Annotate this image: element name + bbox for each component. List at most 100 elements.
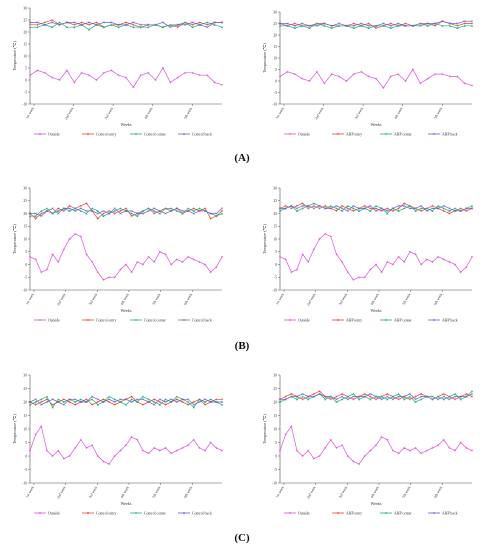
- data-point: [141, 403, 145, 406]
- y-tick-label: 25: [23, 18, 27, 22]
- x-tick-label: 4th week: [394, 106, 404, 119]
- data-point: [183, 23, 187, 26]
- data-point: [85, 212, 88, 215]
- legend-item: AHP entry: [332, 318, 362, 322]
- data-point: [169, 398, 173, 401]
- data-point: [312, 392, 315, 395]
- data-point: [341, 204, 344, 207]
- data-point: [389, 75, 392, 78]
- data-point: [192, 207, 195, 210]
- legend-item: Control back: [178, 318, 212, 322]
- data-point: [209, 217, 212, 220]
- data-point: [51, 18, 54, 22]
- data-point: [102, 460, 105, 463]
- legend-label: AHP entry: [346, 132, 362, 136]
- data-point: [153, 400, 156, 403]
- data-point: [404, 24, 407, 27]
- y-tick-label: 20: [273, 33, 277, 37]
- data-point: [65, 26, 69, 29]
- data-point: [192, 438, 195, 441]
- data-point: [278, 207, 282, 210]
- data-point: [380, 398, 383, 401]
- series-line: [30, 207, 223, 217]
- x-tick-label: 2nd week: [56, 292, 67, 306]
- data-point: [463, 82, 466, 85]
- series-control-back: [28, 395, 224, 406]
- data-point: [437, 395, 440, 398]
- x-tick-label: 6th week: [183, 292, 193, 305]
- y-axis-title: Temperature (℃): [12, 41, 17, 71]
- data-point: [34, 212, 37, 215]
- legend-label: Control center: [144, 132, 167, 136]
- data-point: [329, 204, 332, 207]
- data-point: [352, 395, 355, 398]
- data-point: [346, 454, 349, 458]
- data-point: [192, 406, 195, 409]
- data-point: [136, 260, 139, 264]
- legend-label: AHP back: [442, 132, 458, 136]
- data-point: [414, 395, 417, 398]
- data-point: [87, 23, 91, 26]
- data-point: [124, 444, 128, 447]
- legend-label: AHP center: [394, 132, 412, 136]
- data-point: [79, 438, 82, 441]
- data-point: [192, 258, 195, 261]
- data-point: [470, 255, 474, 258]
- data-point: [442, 395, 445, 398]
- data-point: [352, 27, 355, 29]
- x-tick-label: 2nd week: [314, 106, 325, 120]
- data-point: [153, 446, 156, 449]
- data-point: [62, 400, 65, 403]
- legend-item: Control entry: [82, 511, 116, 515]
- data-point: [290, 271, 293, 274]
- y-tick-label: 10: [273, 56, 277, 60]
- data-point: [335, 395, 338, 398]
- data-point: [68, 209, 71, 212]
- data-point: [335, 204, 338, 208]
- data-point: [79, 204, 82, 207]
- data-point: [79, 209, 82, 212]
- data-point: [456, 24, 459, 27]
- data-point: [169, 209, 173, 213]
- panel-label-c: (C): [234, 532, 250, 544]
- data-point: [374, 77, 378, 80]
- data-point: [433, 22, 437, 25]
- data-point: [209, 212, 212, 215]
- series-outside: [278, 232, 474, 281]
- data-point: [102, 278, 105, 281]
- data-point: [158, 449, 161, 452]
- data-point: [85, 202, 88, 205]
- data-point: [404, 79, 407, 83]
- data-point: [369, 395, 372, 398]
- y-tick-label: 20: [273, 212, 277, 216]
- data-point: [293, 73, 296, 76]
- data-point: [79, 400, 83, 404]
- data-point: [119, 209, 122, 213]
- legend-marker: [39, 512, 41, 514]
- data-point: [448, 398, 451, 401]
- data-point: [73, 21, 76, 24]
- data-point: [74, 232, 77, 235]
- data-point: [203, 449, 207, 452]
- data-point: [308, 27, 311, 29]
- data-point: [132, 23, 135, 26]
- legend-item: Control back: [178, 132, 212, 136]
- data-point: [169, 26, 172, 29]
- data-point: [380, 209, 383, 213]
- legend-item: Outside: [34, 132, 60, 136]
- data-point: [470, 390, 474, 393]
- data-point: [290, 425, 293, 428]
- series-ahp-back: [278, 204, 474, 213]
- data-point: [330, 24, 333, 27]
- data-point: [124, 209, 128, 213]
- data-point: [117, 26, 120, 29]
- data-point: [367, 27, 370, 29]
- data-point: [453, 395, 457, 398]
- data-point: [220, 449, 224, 452]
- data-point: [301, 204, 304, 208]
- y-tick-label: 5: [275, 441, 277, 445]
- data-point: [102, 71, 105, 74]
- data-point: [113, 454, 116, 458]
- y-tick-label: 25: [23, 199, 27, 203]
- legend-item: AHP entry: [332, 511, 362, 515]
